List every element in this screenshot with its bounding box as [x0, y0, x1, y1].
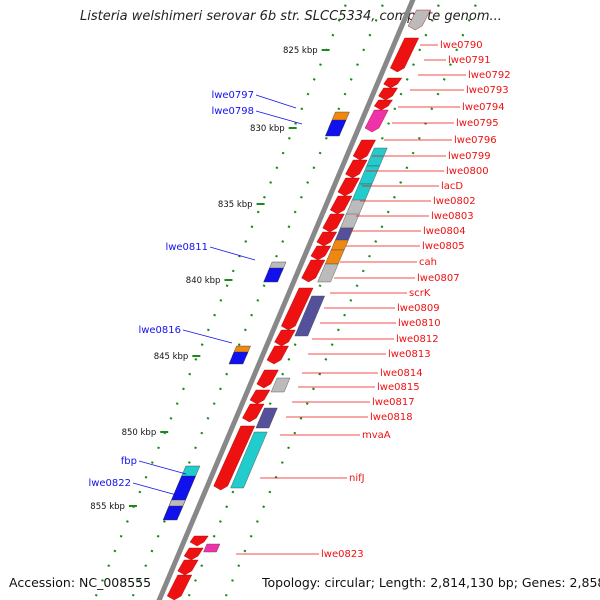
forward-gene-label: lwe0815 [377, 382, 420, 393]
forward-gene-label: lwe0791 [448, 55, 491, 66]
genome-backbone [156, 0, 416, 600]
forward-gene-box [203, 543, 221, 553]
forward-gene-label: nifJ [349, 473, 365, 484]
forward-gene-block [407, 9, 431, 31]
forward-gene-label: lwe0795 [456, 118, 499, 129]
genome-summary-text: Topology: circular; Length: 2,814,130 bp… [262, 575, 600, 590]
reverse-gene-label: lwe0811 [165, 242, 208, 253]
scale-label: 850 kbp [122, 428, 157, 438]
forward-gene-block [177, 559, 199, 576]
forward-gene-label: lwe0817 [372, 397, 415, 408]
forward-gene-label: lwe0794 [462, 102, 505, 113]
forward-gene-label: lwe0823 [321, 549, 364, 560]
forward-gene-block [301, 259, 326, 283]
forward-gene-label: lwe0807 [417, 273, 460, 284]
forward-gene-block [322, 213, 345, 233]
reverse-label-leader [255, 110, 303, 125]
forward-gene-block [352, 139, 376, 161]
forward-gene-label: lwe0790 [440, 40, 483, 51]
forward-gene-block [374, 99, 393, 111]
forward-gene-block [310, 245, 332, 261]
forward-gene-block [242, 403, 265, 423]
forward-gene-block [213, 425, 256, 491]
forward-gene-label: lwe0800 [446, 166, 489, 177]
forward-gene-label: lwe0802 [433, 196, 476, 207]
scale-label: 835 kbp [218, 200, 253, 210]
forward-gene-block [166, 574, 193, 600]
reverse-gene-block [162, 505, 184, 521]
reverse-label-leader [132, 482, 181, 497]
forward-gene-box [294, 295, 325, 337]
reverse-gene-block [325, 119, 347, 137]
reverse-gene-block [228, 351, 249, 365]
forward-gene-label: lwe0805 [422, 241, 465, 252]
forward-gene-label: lwe0813 [388, 349, 431, 360]
reverse-label-leader [182, 329, 233, 344]
scale-label: 825 kbp [283, 46, 318, 56]
forward-gene-block [378, 87, 398, 101]
forward-gene-label: lwe0812 [396, 334, 439, 345]
forward-gene-label: lwe0810 [398, 318, 441, 329]
scale-label: 845 kbp [154, 352, 189, 362]
reverse-gene-label: fbp [121, 456, 137, 467]
forward-gene-label: lwe0793 [466, 85, 509, 96]
reverse-label-leader [209, 246, 256, 261]
forward-gene-label: lwe0803 [431, 211, 474, 222]
forward-gene-block [345, 159, 368, 179]
reverse-gene-label: lwe0797 [211, 90, 254, 101]
scale-label: 855 kbp [90, 502, 125, 512]
forward-gene-label: lwe0799 [448, 151, 491, 162]
forward-gene-block [316, 231, 338, 247]
forward-gene-block [383, 77, 403, 89]
forward-gene-box [270, 377, 291, 393]
forward-gene-block [281, 287, 314, 331]
scale-label: 840 kbp [186, 276, 221, 286]
forward-gene-label: scrK [409, 288, 431, 299]
forward-gene-block [364, 109, 389, 133]
accession-text: Accession: NC_008555 [9, 575, 152, 590]
forward-gene-label: cah [419, 257, 437, 268]
forward-gene-label: mvaA [362, 430, 391, 441]
reverse-gene-label: lwe0798 [211, 106, 254, 117]
forward-gene-label: lwe0809 [397, 303, 440, 314]
forward-gene-label: lwe0818 [370, 412, 413, 423]
scale-label: 830 kbp [250, 124, 285, 134]
forward-outer-track [223, 0, 479, 600]
forward-gene-block [249, 389, 271, 405]
forward-gene-block [337, 177, 360, 197]
forward-gene-block [266, 345, 289, 365]
forward-gene-box [330, 239, 349, 251]
reverse-gene-label: lwe0816 [138, 325, 181, 336]
reverse-inner-track [130, 0, 386, 600]
forward-gene-label: lwe0792 [468, 70, 511, 81]
forward-gene-label: lacD [441, 181, 463, 192]
forward-gene-block [274, 329, 296, 347]
forward-gene-block [330, 195, 353, 215]
reverse-gene-block [263, 267, 284, 283]
forward-gene-label: lwe0814 [380, 368, 423, 379]
forward-gene-box [317, 263, 339, 283]
forward-gene-block [183, 547, 204, 561]
forward-gene-box [230, 431, 268, 489]
forward-gene-box [255, 407, 278, 429]
forward-gene-block [390, 37, 420, 73]
forward-gene-label: lwe0796 [454, 135, 497, 146]
reverse-gene-label: lwe0822 [88, 478, 131, 489]
map-title: Listeria welshimeri serovar 6b str. SLCC… [80, 9, 502, 24]
reverse-label-leader [138, 460, 187, 475]
forward-gene-block [189, 535, 209, 547]
forward-gene-label: lwe0804 [423, 226, 466, 237]
forward-gene-block [256, 369, 279, 389]
reverse-label-leader [255, 94, 297, 109]
